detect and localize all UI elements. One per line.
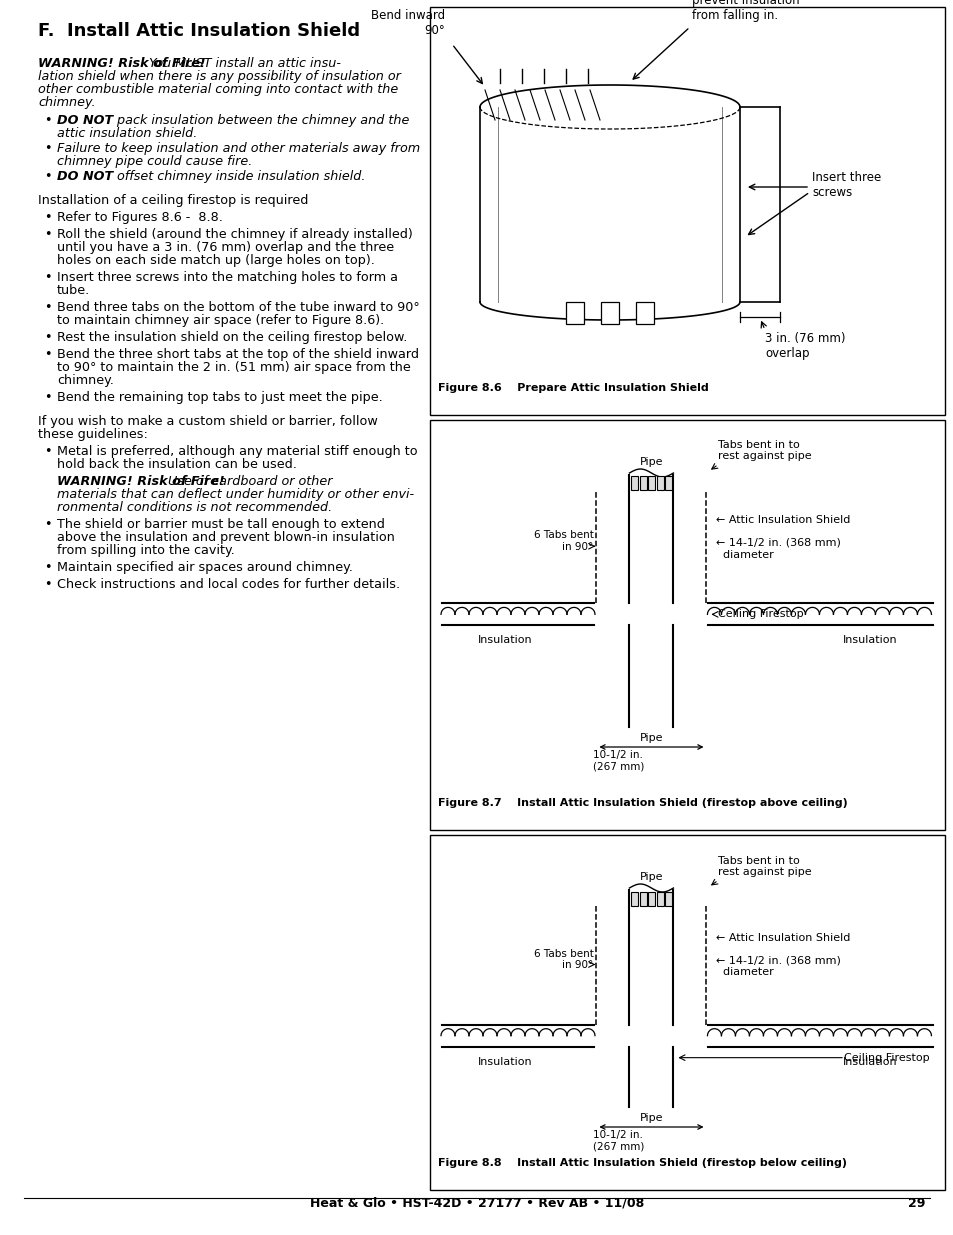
Bar	[636, 303, 654, 324]
Text: WARNING! Risk of Fire!: WARNING! Risk of Fire!	[38, 57, 206, 70]
Bar	[648, 892, 655, 906]
Bar	[631, 477, 638, 490]
Text: Pipe: Pipe	[639, 872, 662, 882]
Text: Bend three tabs on the bottom of the tube inward to 90°: Bend three tabs on the bottom of the tub…	[57, 301, 419, 314]
Text: •: •	[44, 114, 51, 127]
Text: attic insulation shield.: attic insulation shield.	[57, 127, 197, 140]
Text: Ceiling Firestop: Ceiling Firestop	[718, 609, 803, 620]
Text: •: •	[44, 561, 51, 574]
Bar	[430, 7, 944, 415]
Text: Rest the insulation shield on the ceiling firestop below.: Rest the insulation shield on the ceilin…	[57, 331, 407, 345]
Text: Tabs bent in to
rest against pipe: Tabs bent in to rest against pipe	[718, 440, 811, 462]
Text: DO NOT: DO NOT	[57, 114, 113, 127]
Text: Check instructions and local codes for further details.: Check instructions and local codes for f…	[57, 578, 399, 592]
Text: •: •	[44, 391, 51, 404]
Bar	[664, 477, 671, 490]
Text: F.  Install Attic Insulation Shield: F. Install Attic Insulation Shield	[38, 22, 359, 40]
Text: Ceiling Firestop: Ceiling Firestop	[843, 1052, 929, 1062]
Text: above the insulation and prevent blown-in insulation: above the insulation and prevent blown-i…	[57, 531, 395, 543]
Text: 6 Tabs bent
in 90°: 6 Tabs bent in 90°	[533, 531, 593, 552]
Text: •: •	[44, 578, 51, 592]
Text: Insert three
screws: Insert three screws	[811, 170, 881, 199]
Text: 10-1/2 in.
(267 mm): 10-1/2 in. (267 mm)	[593, 1130, 644, 1151]
Text: •: •	[44, 331, 51, 345]
Text: WARNING! Risk of Fire!: WARNING! Risk of Fire!	[57, 475, 225, 488]
Bar	[565, 303, 583, 324]
Text: 6 Tabs bent
in 90°: 6 Tabs bent in 90°	[533, 948, 593, 971]
Text: Figure 8.8    Install Attic Insulation Shield (firestop below ceiling): Figure 8.8 Install Attic Insulation Shie…	[437, 1158, 846, 1168]
Text: You MUST install an attic insu-: You MUST install an attic insu-	[145, 57, 340, 70]
Text: Maintain specified air spaces around chimney.: Maintain specified air spaces around chi…	[57, 561, 353, 574]
Text: hold back the insulation can be used.: hold back the insulation can be used.	[57, 458, 296, 471]
Text: Bend the three short tabs at the top of the shield inward: Bend the three short tabs at the top of …	[57, 348, 418, 361]
Text: Insulation: Insulation	[841, 635, 897, 646]
Text: Bend the remaining top tabs to just meet the pipe.: Bend the remaining top tabs to just meet…	[57, 391, 382, 404]
Text: these guidelines:: these guidelines:	[38, 429, 148, 441]
Text: holes on each side match up (large holes on top).: holes on each side match up (large holes…	[57, 254, 375, 267]
Text: Bend inward
90°: Bend inward 90°	[371, 9, 444, 37]
Text: ronmental conditions is not recommended.: ronmental conditions is not recommended.	[57, 501, 332, 514]
Bar	[639, 892, 646, 906]
Text: Roll the shield (around the chimney if already installed): Roll the shield (around the chimney if a…	[57, 228, 413, 241]
Text: •: •	[44, 270, 51, 284]
Text: materials that can deflect under humidity or other envi-: materials that can deflect under humidit…	[57, 488, 414, 501]
Text: •: •	[44, 301, 51, 314]
Text: Refer to Figures 8.6 -  8.8.: Refer to Figures 8.6 - 8.8.	[57, 211, 223, 224]
Text: pack insulation between the chimney and the: pack insulation between the chimney and …	[112, 114, 409, 127]
Text: lation shield when there is any possibility of insulation or: lation shield when there is any possibil…	[38, 70, 400, 83]
Text: DO NOT: DO NOT	[57, 170, 113, 183]
Text: •: •	[44, 228, 51, 241]
Bar	[664, 892, 671, 906]
Text: chimney pipe could cause fire.: chimney pipe could cause fire.	[57, 156, 252, 168]
Bar	[430, 835, 944, 1191]
Text: Installation of a ceiling firestop is required: Installation of a ceiling firestop is re…	[38, 194, 308, 207]
Text: Failure to keep insulation and other materials away from: Failure to keep insulation and other mat…	[57, 142, 419, 156]
Bar	[648, 477, 655, 490]
Text: Insert three screws into the matching holes to form a: Insert three screws into the matching ho…	[57, 270, 397, 284]
Text: Pipe: Pipe	[639, 457, 662, 467]
Text: ← 14-1/2 in. (368 mm)
  diameter: ← 14-1/2 in. (368 mm) diameter	[716, 956, 841, 977]
Text: from spilling into the cavity.: from spilling into the cavity.	[57, 543, 234, 557]
Bar	[631, 892, 638, 906]
Text: The shield or barrier must be tall enough to extend: The shield or barrier must be tall enoug…	[57, 517, 384, 531]
Text: Use of cardboard or other: Use of cardboard or other	[164, 475, 333, 488]
Text: Figure 8.6    Prepare Attic Insulation Shield: Figure 8.6 Prepare Attic Insulation Shie…	[437, 383, 708, 393]
Text: chimney.: chimney.	[38, 96, 95, 109]
Text: offset chimney inside insulation shield.: offset chimney inside insulation shield.	[112, 170, 365, 183]
Text: Insulation: Insulation	[477, 635, 532, 646]
Text: 10-1/2 in.
(267 mm): 10-1/2 in. (267 mm)	[593, 750, 644, 772]
Text: Pipe: Pipe	[639, 1113, 662, 1123]
Text: •: •	[44, 517, 51, 531]
Bar	[639, 477, 646, 490]
Text: Tabs bent in to
rest against pipe: Tabs bent in to rest against pipe	[718, 856, 811, 877]
Bar	[430, 420, 944, 830]
Text: other combustible material coming into contact with the: other combustible material coming into c…	[38, 83, 397, 96]
Text: •: •	[44, 170, 51, 183]
Text: ← 14-1/2 in. (368 mm)
  diameter: ← 14-1/2 in. (368 mm) diameter	[716, 538, 841, 559]
Bar	[656, 477, 663, 490]
Text: Bend remaining tabs
to rest against pipe to
prevent insulation
from falling in.: Bend remaining tabs to rest against pipe…	[691, 0, 822, 22]
Text: ← Attic Insulation Shield: ← Attic Insulation Shield	[716, 515, 850, 525]
Text: Figure 8.7    Install Attic Insulation Shield (firestop above ceiling): Figure 8.7 Install Attic Insulation Shie…	[437, 798, 847, 808]
Text: •: •	[44, 142, 51, 156]
Text: until you have a 3 in. (76 mm) overlap and the three: until you have a 3 in. (76 mm) overlap a…	[57, 241, 394, 254]
Text: •: •	[44, 445, 51, 458]
Text: to maintain chimney air space (refer to Figure 8.6).: to maintain chimney air space (refer to …	[57, 314, 384, 327]
Text: Insulation: Insulation	[841, 1057, 897, 1067]
Text: 29: 29	[906, 1197, 924, 1210]
Text: ← Attic Insulation Shield: ← Attic Insulation Shield	[716, 932, 850, 942]
Bar	[656, 892, 663, 906]
Text: •: •	[44, 211, 51, 224]
Text: If you wish to make a custom shield or barrier, follow: If you wish to make a custom shield or b…	[38, 415, 377, 429]
Bar	[600, 303, 618, 324]
Text: 3 in. (76 mm)
overlap: 3 in. (76 mm) overlap	[764, 332, 844, 359]
Text: Insulation: Insulation	[477, 1057, 532, 1067]
Text: to 90° to maintain the 2 in. (51 mm) air space from the: to 90° to maintain the 2 in. (51 mm) air…	[57, 361, 411, 374]
Text: Pipe: Pipe	[639, 734, 662, 743]
Text: Metal is preferred, although any material stiff enough to: Metal is preferred, although any materia…	[57, 445, 417, 458]
Text: chimney.: chimney.	[57, 374, 113, 387]
Text: Heat & Glo • HST-42D • 27177 • Rev AB • 11/08: Heat & Glo • HST-42D • 27177 • Rev AB • …	[310, 1197, 643, 1210]
Text: tube.: tube.	[57, 284, 91, 296]
Text: •: •	[44, 348, 51, 361]
